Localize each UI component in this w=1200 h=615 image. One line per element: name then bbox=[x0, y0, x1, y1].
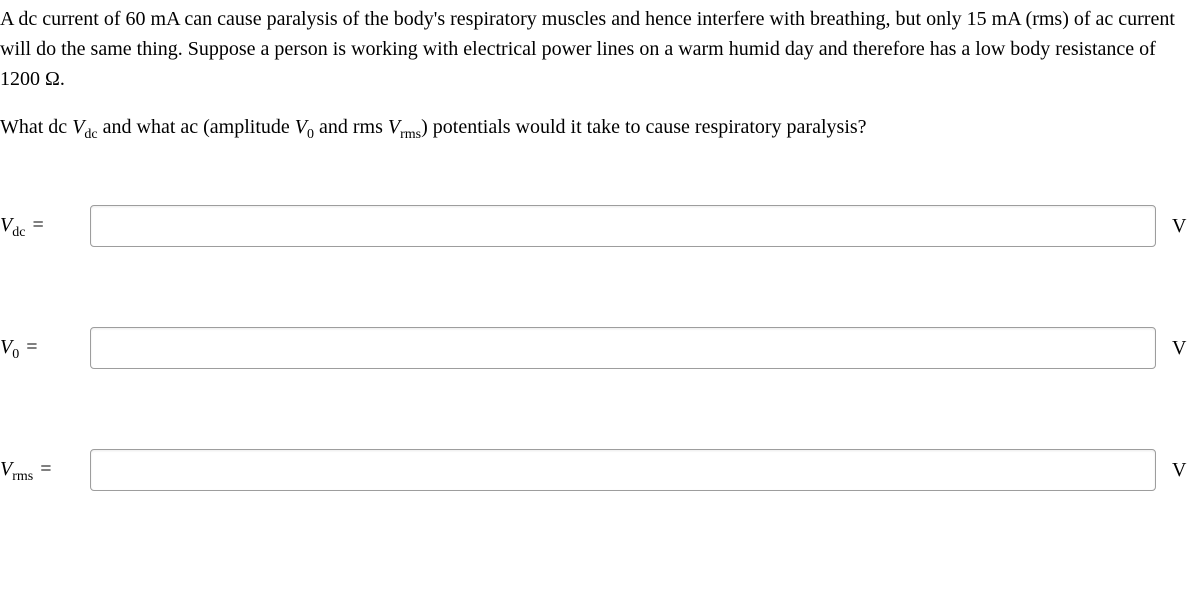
question-prefix: What dc bbox=[0, 116, 72, 138]
vdc-input[interactable] bbox=[90, 205, 1156, 247]
v0-unit: V bbox=[1172, 333, 1196, 363]
question-mid2: and rms bbox=[314, 116, 388, 138]
question-mid1: and what ac (amplitude bbox=[98, 116, 295, 138]
vdc-unit: V bbox=[1172, 211, 1196, 241]
problem-text-content: A dc current of 60 mA can cause paralysi… bbox=[0, 8, 1175, 90]
var-vdc-sub: dc bbox=[84, 127, 97, 142]
vdc-input-row: Vdc = V bbox=[0, 205, 1196, 247]
v0-label-sub: 0 bbox=[12, 347, 19, 362]
question-paragraph: What dc Vdc and what ac (amplitude V0 an… bbox=[0, 112, 1196, 145]
vrms-equals: = bbox=[35, 458, 51, 480]
var-v0-sub: 0 bbox=[307, 127, 314, 142]
vdc-label-sub: dc bbox=[12, 225, 25, 240]
var-vdc: V bbox=[72, 116, 84, 138]
vdc-label-var: V bbox=[0, 214, 12, 236]
vdc-label: Vdc = bbox=[0, 210, 82, 243]
vrms-label-sub: rms bbox=[12, 469, 33, 484]
problem-paragraph: A dc current of 60 mA can cause paralysi… bbox=[0, 4, 1196, 94]
v0-input-row: V0 = V bbox=[0, 327, 1196, 369]
vrms-input-row: Vrms = V bbox=[0, 449, 1196, 491]
var-vrms: V bbox=[388, 116, 400, 138]
var-v0: V bbox=[295, 116, 307, 138]
vdc-equals: = bbox=[27, 214, 43, 236]
var-vrms-sub: rms bbox=[400, 127, 421, 142]
v0-label: V0 = bbox=[0, 332, 82, 365]
v0-equals: = bbox=[21, 336, 37, 358]
vrms-label: Vrms = bbox=[0, 454, 82, 487]
v0-label-var: V bbox=[0, 336, 12, 358]
vrms-label-var: V bbox=[0, 458, 12, 480]
v0-input[interactable] bbox=[90, 327, 1156, 369]
question-suffix: ) potentials would it take to cause resp… bbox=[421, 116, 866, 138]
vrms-unit: V bbox=[1172, 455, 1196, 485]
vrms-input[interactable] bbox=[90, 449, 1156, 491]
